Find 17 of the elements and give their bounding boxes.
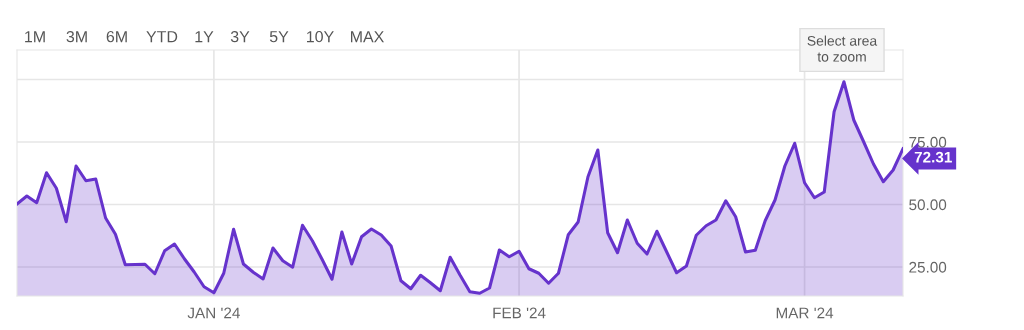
x-tick-label: JAN '24 — [187, 307, 240, 319]
text: MAX — [351, 31, 384, 43]
x-tick-label: FEB '24 — [493, 307, 546, 319]
text: 1M — [25, 31, 45, 43]
text: YTD — [146, 31, 178, 43]
text: 10Y — [307, 30, 334, 43]
annotation: 72.31 — [914, 151, 952, 163]
text: 6M — [106, 30, 127, 43]
text: 3M — [66, 30, 87, 43]
y-tick-label: 75.00 — [909, 136, 947, 148]
annotation: Select area to zoom — [807, 35, 878, 62]
x-tick-label: MAR '24 — [776, 307, 834, 319]
text: 3Y — [230, 30, 250, 43]
text: 1Y — [195, 31, 214, 43]
y-tick-label: 25.00 — [909, 261, 947, 273]
y-tick-label: 50.00 — [909, 199, 947, 211]
text: 5Y — [269, 31, 289, 43]
